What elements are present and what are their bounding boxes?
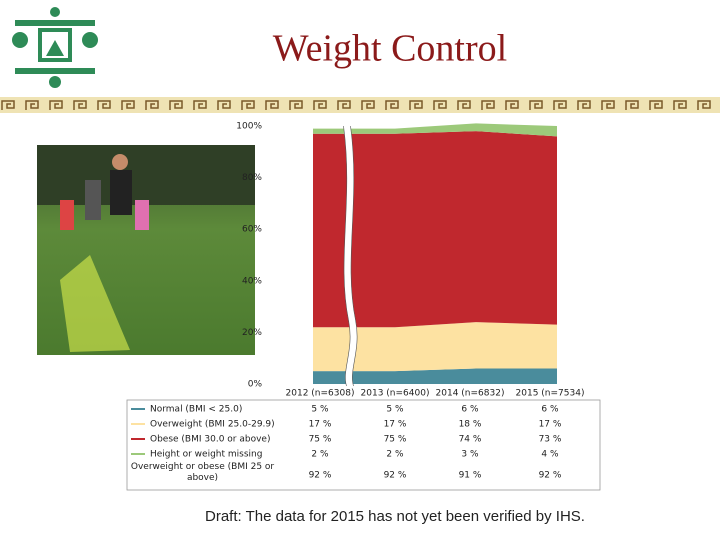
value-label: 6 %	[461, 405, 479, 415]
area	[313, 322, 557, 372]
summary-value: 92 %	[309, 471, 332, 481]
y-tick-label: 100%	[236, 122, 262, 132]
value-label: 75 %	[384, 435, 407, 445]
summary-value: 92 %	[384, 471, 407, 481]
value-label: 74 %	[459, 435, 482, 445]
x-tick-label: 2013 (n=6400)	[361, 389, 430, 399]
plot-area	[313, 123, 557, 388]
value-label: 6 %	[541, 405, 559, 415]
summary-value: 92 %	[539, 471, 562, 481]
area	[313, 368, 557, 384]
legend-label: Obese (BMI 30.0 or above)	[150, 435, 270, 445]
area	[313, 123, 557, 137]
legend-label: Normal (BMI < 25.0)	[150, 405, 242, 415]
value-label: 5 %	[311, 405, 329, 415]
axis-break	[343, 125, 358, 388]
value-label: 75 %	[309, 435, 332, 445]
value-label: 2 %	[311, 450, 329, 460]
y-tick-label: 80%	[242, 173, 262, 183]
y-tick-label: 40%	[242, 276, 262, 286]
value-label: 3 %	[461, 450, 479, 460]
value-label: 5 %	[386, 405, 404, 415]
logo	[12, 7, 98, 88]
table-border	[126, 399, 601, 491]
y-tick-label: 60%	[242, 225, 262, 235]
slide-title: Weight Control	[273, 28, 507, 70]
y-tick-label: 20%	[242, 328, 262, 338]
value-label: 73 %	[539, 435, 562, 445]
x-tick-label: 2015 (n=7534)	[516, 389, 585, 399]
value-label: 18 %	[459, 420, 482, 430]
x-tick-label: 2012 (n=6308)	[286, 389, 355, 399]
header	[0, 0, 720, 97]
legend-label: Height or weight missing	[150, 450, 262, 460]
y-tick-label: 0%	[248, 380, 263, 390]
axis-break-edge	[343, 125, 351, 387]
value-label: 2 %	[386, 450, 404, 460]
summary-value: 91 %	[459, 471, 482, 481]
photo	[37, 145, 255, 355]
legend-label: Overweight (BMI 25.0-29.9)	[150, 420, 275, 430]
note: Draft: The data for 2015 has not yet bee…	[205, 508, 585, 525]
value-label: 17 %	[384, 420, 407, 430]
summary-label: Overweight or obese (BMI 25 or above)	[130, 462, 275, 483]
axis-break-edge	[350, 125, 358, 387]
value-label: 17 %	[539, 420, 562, 430]
summary-label-box: Overweight or obese (BMI 25 or above)	[130, 462, 275, 483]
value-label: 17 %	[309, 420, 332, 430]
header-border	[0, 97, 720, 113]
area	[313, 131, 557, 328]
x-tick-label: 2014 (n=6832)	[436, 389, 505, 399]
value-label: 4 %	[541, 450, 559, 460]
